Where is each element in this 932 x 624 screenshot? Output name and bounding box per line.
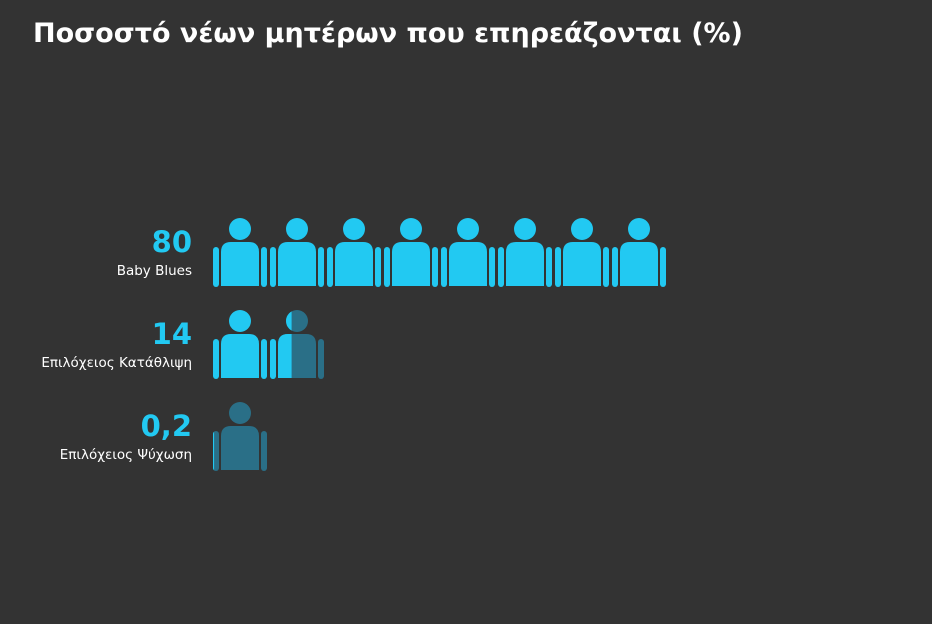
category-label: Επιλόχειος Κατάθλιψη: [41, 355, 192, 371]
icon: [498, 218, 552, 287]
icon: [270, 218, 324, 287]
icon: [213, 218, 267, 287]
icon: [612, 218, 666, 287]
icon: [384, 218, 438, 287]
category-label: Baby Blues: [117, 263, 192, 279]
icon: [270, 310, 324, 379]
icon: [555, 218, 609, 287]
chart-title: Ποσοστό νέων μητέρων που επηρεάζονται (%…: [33, 18, 743, 49]
value-label: 14: [152, 317, 192, 351]
category-label: Επιλόχειος Ψύχωση: [60, 447, 192, 463]
icon: [327, 218, 381, 287]
value-label: 0,2: [141, 409, 192, 443]
icon: [213, 402, 267, 471]
icon: [213, 310, 267, 379]
icon: [441, 218, 495, 287]
value-label: 80: [152, 225, 192, 259]
